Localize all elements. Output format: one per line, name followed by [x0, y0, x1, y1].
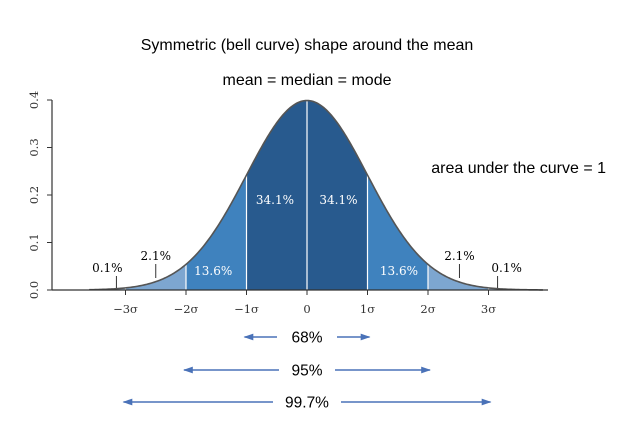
axes: −3σ −2σ −1σ 0 1σ 2σ 3σ 0.0 0.1 0.2 0.3 0.4 [27, 91, 548, 316]
range-arrows: 68% 95% 99.7% [122, 330, 492, 412]
region-label-3: 13.6% [194, 264, 232, 278]
chart-title: Symmetric (bell curve) shape around the … [141, 37, 474, 54]
region-label-4: 34.1% [256, 193, 294, 207]
x-tick-label: 0 [303, 302, 310, 316]
y-tick-label: 0.2 [27, 186, 41, 204]
region-label-1: 0.1% [92, 261, 123, 275]
x-tick-label: −3σ [113, 302, 138, 316]
x-tick-label: 3σ [481, 302, 496, 316]
x-tick-label: −1σ [234, 302, 259, 316]
region-label-2: 2.1% [141, 249, 172, 263]
region-label-7: 2.1% [444, 249, 475, 263]
range-label: 68% [291, 330, 322, 347]
bell-curve-outline [89, 99, 543, 291]
y-tick-label: 0.3 [27, 138, 41, 156]
range-label: 95% [291, 363, 322, 380]
region-dividers [124, 100, 490, 290]
region-label-8: 0.1% [491, 261, 522, 275]
y-tick-label: 0.0 [27, 281, 41, 299]
x-tick-label: −2σ [174, 302, 199, 316]
region-label-5: 34.1% [319, 193, 357, 207]
chart-subtitle: mean = median = mode [223, 72, 392, 89]
curve-line [89, 99, 543, 291]
x-tick-label: 2σ [420, 302, 435, 316]
region-labels: 0.1% 2.1% 13.6% 34.1% 34.1% 13.6% 2.1% 0.1% [92, 193, 522, 288]
y-tick-label: 0.4 [27, 91, 41, 109]
y-tick-label: 0.1 [27, 233, 41, 251]
area-annotation: area under the curve = 1 [431, 160, 606, 177]
region-7 [428, 264, 489, 290]
region-2 [125, 264, 186, 290]
range-label: 99.7% [285, 395, 329, 412]
region-label-6: 13.6% [380, 264, 418, 278]
x-tick-label: 1σ [360, 302, 375, 316]
